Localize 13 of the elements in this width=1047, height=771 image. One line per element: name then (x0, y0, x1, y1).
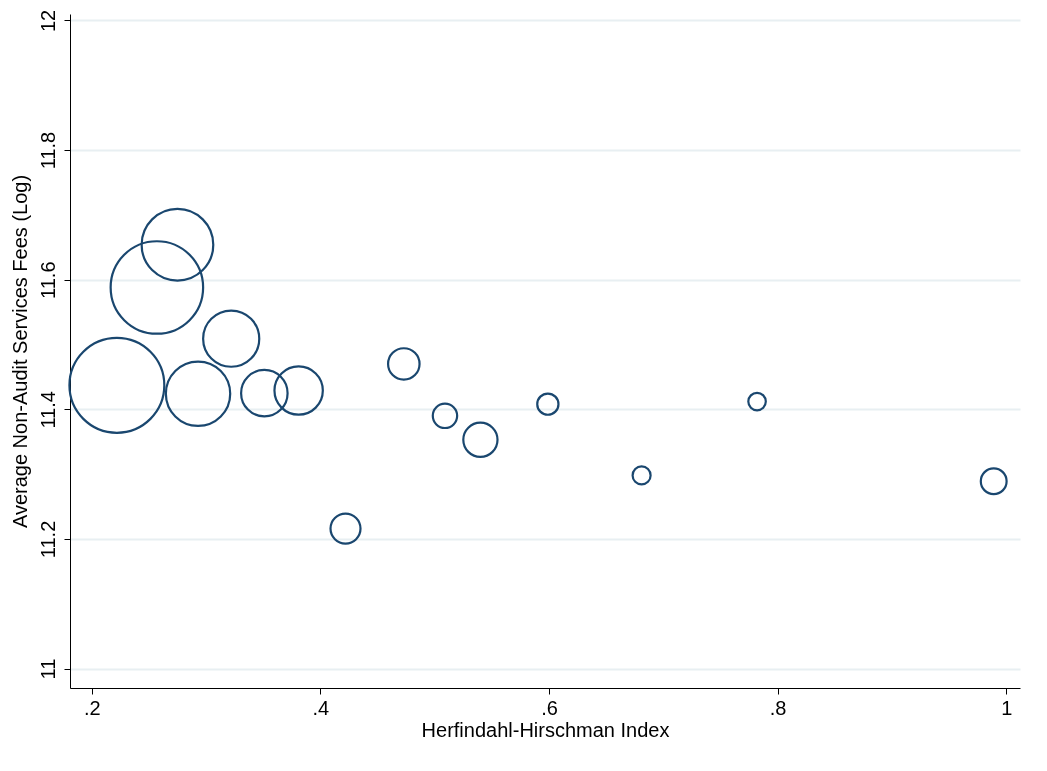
x-tick-label: .8 (769, 696, 787, 719)
x-tick-label: .4 (312, 696, 330, 719)
y-tick-label: 12 (36, 9, 59, 33)
y-tick-label: 11.6 (36, 261, 59, 299)
x-tick-label: 1 (1001, 696, 1013, 719)
y-tick-label: 11.8 (36, 131, 59, 170)
x-tick-label: .2 (83, 696, 101, 719)
y-tick-label: 11.4 (36, 391, 59, 429)
x-axis-title: Herfindahl-Hirschman Index (421, 718, 670, 741)
y-axis-title: Average Non-Audit Services Fees (Log) (8, 174, 31, 529)
y-tick-label: 11 (36, 658, 59, 680)
y-tick-label: 11.2 (36, 520, 59, 559)
x-tick-label: .6 (541, 696, 558, 719)
